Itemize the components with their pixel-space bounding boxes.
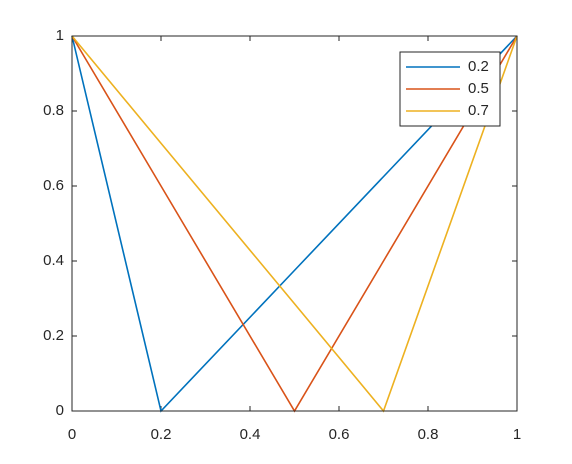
legend-label: 0.2 [468,58,489,75]
series-line [71,35,518,413]
x-tick-label: 1 [513,426,521,443]
y-tick-label: 0.6 [43,177,64,194]
y-tick-label: 0.2 [43,327,64,344]
legend-label: 0.7 [468,102,489,119]
y-tick-label: 0.8 [43,102,64,119]
y-tick-label: 0 [56,402,64,419]
legend-label: 0.5 [468,80,489,97]
series-line [71,35,518,413]
x-tick-label: 0.4 [240,426,261,443]
x-tick-label: 0 [68,426,76,443]
x-tick-label: 0.2 [151,426,172,443]
y-tick-label: 1 [56,27,64,44]
x-tick-label: 0.6 [329,426,350,443]
axes-box [71,35,518,412]
legend: 0.2 0.5 0.7 [399,51,501,127]
x-tick-label: 0.8 [418,426,439,443]
y-tick-label: 0.4 [43,252,64,269]
